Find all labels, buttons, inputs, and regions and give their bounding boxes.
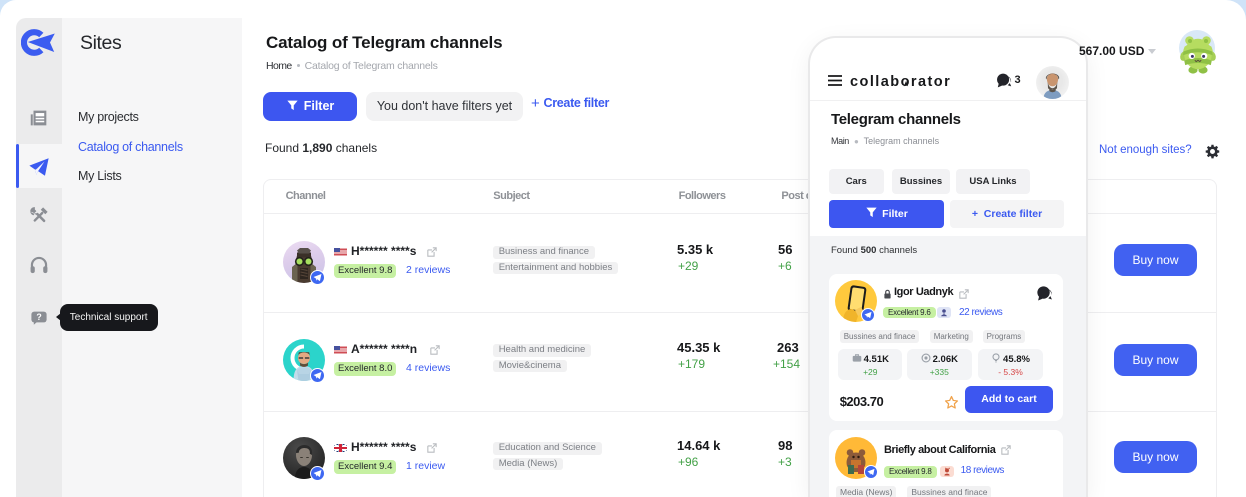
svg-text:?: ? bbox=[36, 312, 41, 322]
